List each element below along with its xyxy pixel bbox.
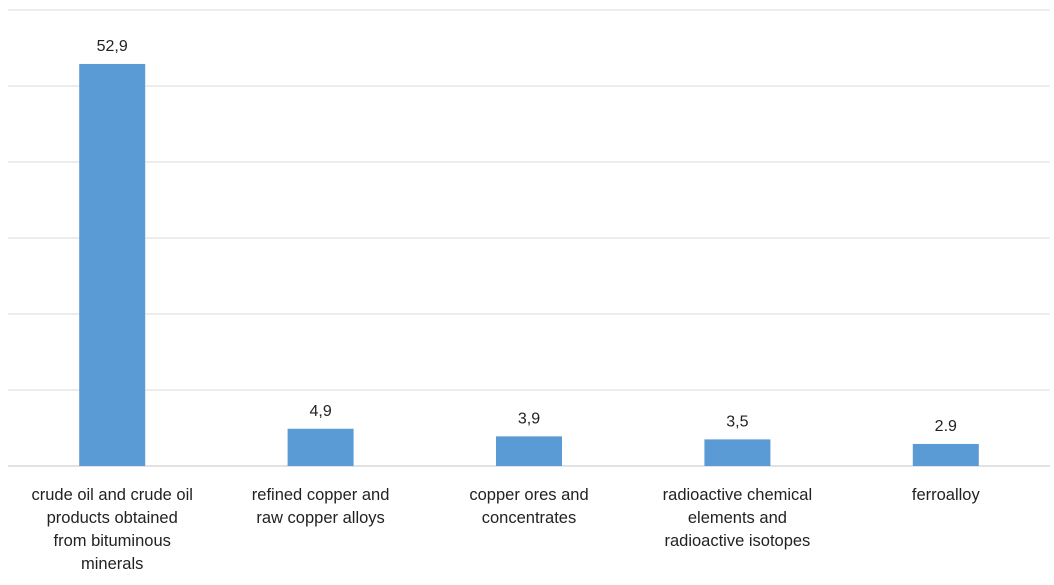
category-label: radioactive chemical elements and radioact…: [663, 486, 812, 550]
bar: [79, 63, 146, 467]
data-label: 4,9: [309, 403, 331, 420]
category-label-line: radioactive chemical: [663, 486, 812, 504]
category-label-line: products obtained: [47, 509, 178, 527]
category-label-line: minerals: [81, 555, 143, 573]
category-label: ferroalloy: [912, 486, 981, 504]
gridlines: [8, 9, 1050, 467]
category-label-line: raw copper alloys: [256, 509, 384, 527]
bar: [496, 436, 562, 466]
category-label: crude oil and crude oil products obtained…: [31, 486, 192, 573]
data-label: 3,5: [726, 413, 748, 430]
category-labels: crude oil and crude oil products obtained…: [31, 486, 980, 573]
category-label: refined copper and raw copper alloys: [252, 486, 390, 527]
data-label: 52,9: [97, 38, 128, 55]
category-label-line: radioactive isotopes: [664, 532, 810, 550]
category-label-line: refined copper and: [252, 486, 390, 504]
category-label: copper ores and concentrates: [469, 486, 588, 527]
category-label-line: crude oil and crude oil: [31, 486, 192, 504]
category-label-line: elements and: [688, 509, 787, 527]
category-label-line: ferroalloy: [912, 486, 981, 504]
category-label-line: from bituminous: [54, 532, 171, 550]
category-label-line: concentrates: [482, 509, 576, 527]
data-label: 3,9: [518, 410, 540, 427]
data-labels: 52,9 4,9 3,9 3,5 2.9: [97, 38, 957, 435]
category-label-line: copper ores and: [469, 486, 588, 504]
bars: [79, 63, 979, 467]
data-label: 2.9: [935, 418, 957, 435]
bar: [287, 428, 354, 466]
bar: [704, 439, 771, 466]
bar: [912, 443, 979, 466]
